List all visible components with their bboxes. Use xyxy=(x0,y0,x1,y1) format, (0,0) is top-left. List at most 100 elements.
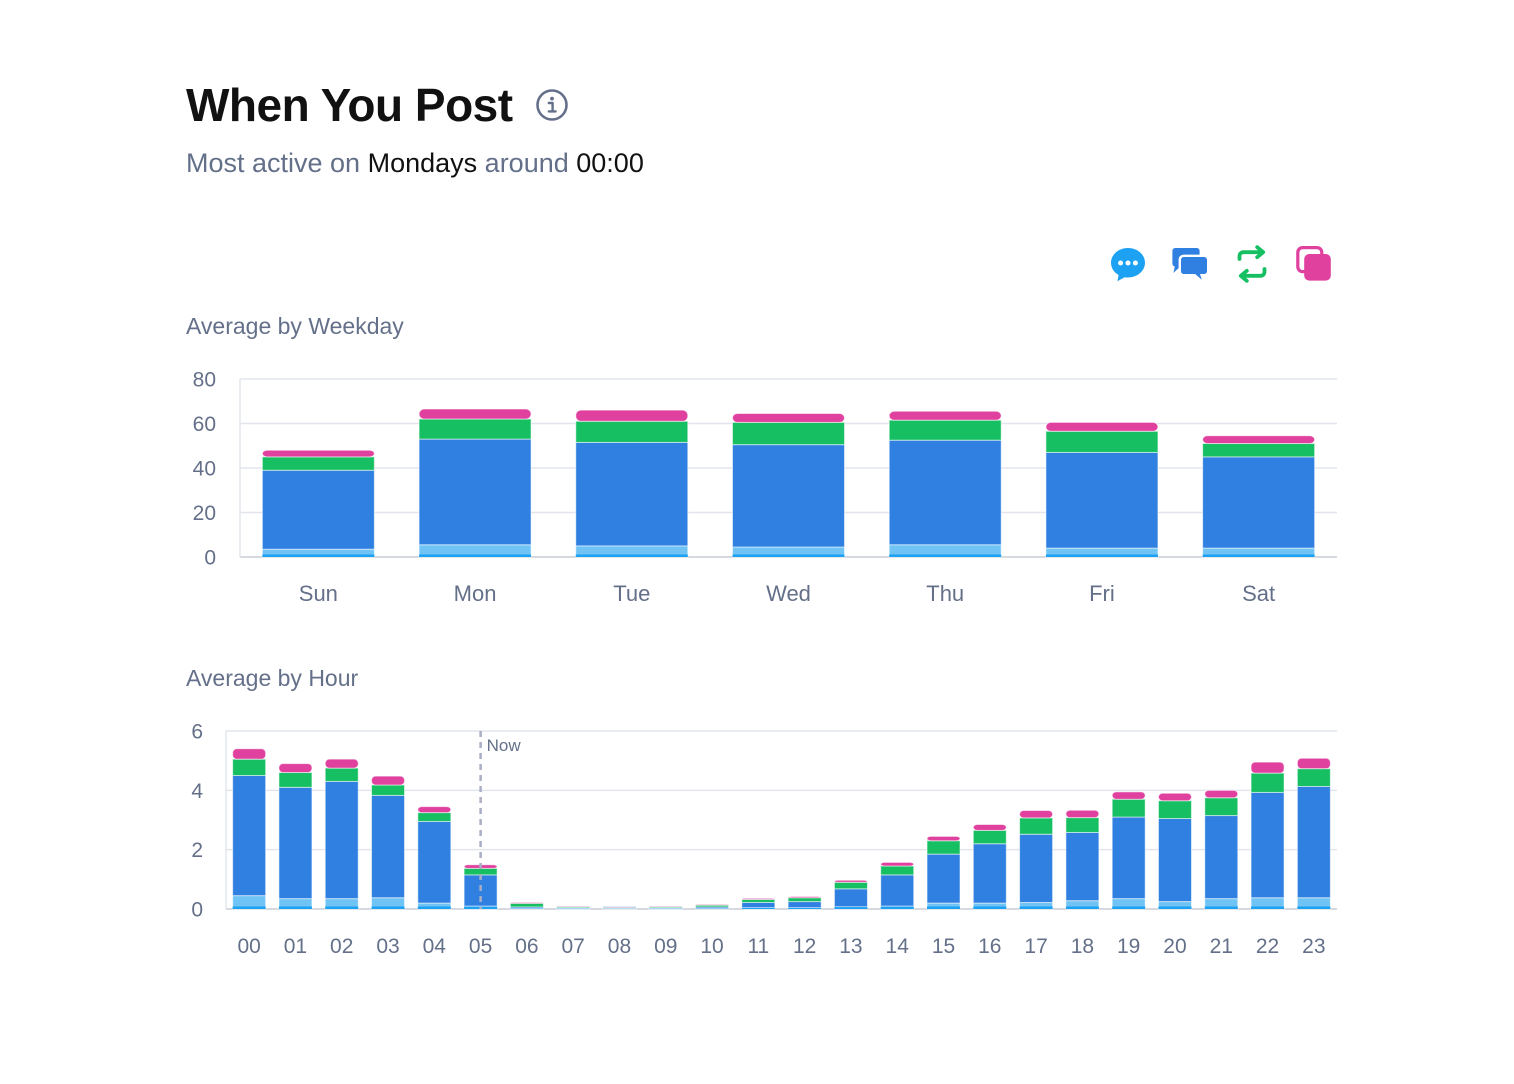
hour-bar-quotes[interactable] xyxy=(602,906,637,909)
hour-bar-quotes[interactable] xyxy=(324,758,359,769)
hour-bar-posts[interactable] xyxy=(371,794,406,899)
weekday-bar-quotes[interactable] xyxy=(261,449,375,458)
weekday-bar-quotes[interactable] xyxy=(732,412,845,423)
hour-bar-posts[interactable] xyxy=(278,786,313,900)
hour-bar-reposts[interactable] xyxy=(833,881,868,890)
hour-bar-posts[interactable] xyxy=(880,874,915,907)
weekday-x-tick-label: Sun xyxy=(299,581,338,606)
hour-bar-reposts[interactable] xyxy=(371,784,406,796)
hour-bar-quotes[interactable] xyxy=(509,901,544,904)
retweet-icon[interactable] xyxy=(1232,244,1272,284)
active-day: Mondays xyxy=(367,148,478,178)
hour-bar-quotes[interactable] xyxy=(1157,792,1192,802)
hour-bar-quotes[interactable] xyxy=(972,823,1007,831)
hour-bar-reposts[interactable] xyxy=(1296,768,1331,787)
hour-bar-reposts[interactable] xyxy=(1111,798,1146,818)
hour-bar-base xyxy=(1204,906,1238,909)
weekday-bar-quotes[interactable] xyxy=(418,408,532,420)
hour-bar-posts[interactable] xyxy=(1019,833,1054,903)
hour-bar-reposts[interactable] xyxy=(926,840,961,855)
weekday-bar-posts[interactable] xyxy=(1045,451,1159,549)
hour-bar-reposts[interactable] xyxy=(324,767,359,782)
hour-bar-quotes[interactable] xyxy=(1204,789,1239,799)
hour-bar-quotes[interactable] xyxy=(278,763,313,774)
weekday-bar-posts[interactable] xyxy=(575,441,689,547)
hour-bar-quotes[interactable] xyxy=(1019,810,1054,819)
hour-bar-posts[interactable] xyxy=(1065,831,1100,902)
weekday-bar-reposts[interactable] xyxy=(261,456,375,471)
hour-bar-posts[interactable] xyxy=(926,853,961,904)
weekday-bar-reposts[interactable] xyxy=(575,420,689,443)
hour-bar-reposts[interactable] xyxy=(880,865,915,876)
hour-bar-quotes[interactable] xyxy=(232,748,267,760)
active-time: 00:00 xyxy=(576,148,644,178)
reply-icon[interactable] xyxy=(1108,244,1148,284)
weekday-bar-reposts[interactable] xyxy=(732,421,845,446)
hour-bar-quotes[interactable] xyxy=(741,897,776,901)
hour-bar-quotes[interactable] xyxy=(648,905,683,908)
weekday-bar-posts[interactable] xyxy=(418,438,532,546)
hour-x-tick-label: 19 xyxy=(1117,935,1140,958)
hour-bar-reposts[interactable] xyxy=(232,758,267,777)
weekday-bar-posts[interactable] xyxy=(888,439,1002,546)
hour-bar-posts[interactable] xyxy=(232,775,267,897)
hour-bar-reposts[interactable] xyxy=(972,829,1007,845)
hour-bar-quotes[interactable] xyxy=(371,775,406,786)
hour-bar-reposts[interactable] xyxy=(278,772,313,788)
weekday-bar-quotes[interactable] xyxy=(1202,435,1316,445)
hour-x-tick-label: 15 xyxy=(932,935,955,958)
hour-bar-quotes[interactable] xyxy=(926,835,961,842)
hour-bar-reposts[interactable] xyxy=(463,867,498,876)
hour-bar-posts[interactable] xyxy=(787,901,822,909)
hour-bar-quotes[interactable] xyxy=(1111,791,1146,800)
hour-bar-quotes[interactable] xyxy=(880,861,915,867)
hour-bar-base xyxy=(973,906,1007,909)
hour-bar-quotes[interactable] xyxy=(833,879,868,883)
weekday-bar-posts[interactable] xyxy=(1202,456,1316,549)
hour-bar-quotes[interactable] xyxy=(1250,761,1285,774)
weekday-bar-base xyxy=(1202,554,1315,557)
hour-bar-quotes[interactable] xyxy=(695,904,730,906)
info-icon[interactable] xyxy=(535,88,569,122)
weekday-bar-reposts[interactable] xyxy=(418,418,532,440)
hour-bar-base xyxy=(278,906,312,909)
hour-bar-posts[interactable] xyxy=(741,901,776,909)
hour-bar-quotes[interactable] xyxy=(556,905,591,908)
weekday-bar-quotes[interactable] xyxy=(1045,421,1159,432)
hour-bar-posts[interactable] xyxy=(417,820,452,904)
copy-icon[interactable] xyxy=(1294,244,1334,284)
weekday-bar-posts[interactable] xyxy=(732,444,845,548)
hour-bar-base xyxy=(927,906,961,909)
hour-y-tick-label: 6 xyxy=(191,721,203,744)
hour-bar-reposts[interactable] xyxy=(787,897,822,903)
hour-bar-posts[interactable] xyxy=(1204,815,1239,900)
hour-bar-reposts[interactable] xyxy=(509,902,544,908)
hour-bar-reposts[interactable] xyxy=(417,812,452,822)
hour-bar-quotes[interactable] xyxy=(417,806,452,814)
hour-bar-posts[interactable] xyxy=(324,780,359,900)
weekday-bar-reposts[interactable] xyxy=(1202,443,1316,458)
weekday-bar-reposts[interactable] xyxy=(888,419,1002,441)
hour-bar-reposts[interactable] xyxy=(1157,800,1192,820)
weekday-bar-quotes[interactable] xyxy=(575,409,689,422)
hour-bar-posts[interactable] xyxy=(1296,785,1331,899)
hour-bar-posts[interactable] xyxy=(972,843,1007,904)
weekday-bar-base xyxy=(1045,554,1158,557)
hour-bar-posts[interactable] xyxy=(1250,791,1285,899)
hour-bar-posts[interactable] xyxy=(1157,818,1192,903)
hour-bar-quotes[interactable] xyxy=(787,896,822,899)
hour-bar-reposts[interactable] xyxy=(1204,797,1239,817)
weekday-bar-quotes[interactable] xyxy=(888,410,1002,421)
weekday-bar-posts[interactable] xyxy=(261,469,375,550)
hour-bar-base xyxy=(1251,906,1285,909)
conversation-icon[interactable] xyxy=(1170,244,1210,284)
hour-bar-posts[interactable] xyxy=(1111,816,1146,900)
weekday-y-tick-label: 80 xyxy=(193,369,216,392)
hour-bar-quotes[interactable] xyxy=(1065,809,1100,819)
hour-bar-reposts[interactable] xyxy=(1250,772,1285,793)
hour-bar-reposts[interactable] xyxy=(1019,817,1054,835)
hour-bar-quotes[interactable] xyxy=(1296,757,1331,770)
weekday-bar-reposts[interactable] xyxy=(1045,430,1159,453)
hour-bar-posts[interactable] xyxy=(833,888,868,908)
hour-bar-reposts[interactable] xyxy=(1065,817,1100,833)
